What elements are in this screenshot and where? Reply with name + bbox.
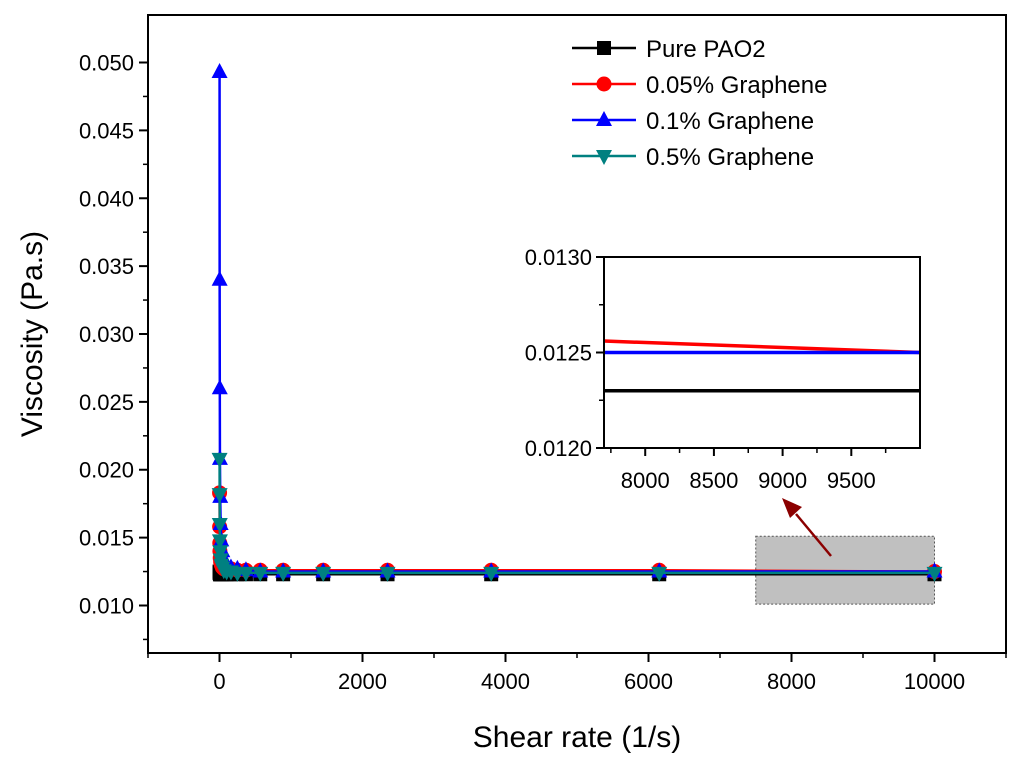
main-axes-group: 0 2000 4000 6000 8000 10000 0.010 0.015 0.020 0.0… bbox=[79, 51, 1007, 694]
inset-x-tick-label: 8000 bbox=[621, 468, 670, 493]
legend: Pure PAO2 0.05% Graphene 0.1% Graphene 0.5%… bbox=[572, 36, 827, 171]
data-point bbox=[212, 545, 229, 561]
data-point bbox=[211, 488, 228, 504]
legend-label: 0.1% Graphene bbox=[646, 108, 814, 135]
plot-frame bbox=[147, 14, 1007, 654]
y-tick-label: 0.015 bbox=[79, 526, 134, 551]
x-tick-label: 0 bbox=[213, 669, 225, 694]
data-point bbox=[211, 379, 228, 395]
data-point bbox=[926, 566, 943, 582]
legend-marker bbox=[597, 41, 611, 55]
series-group bbox=[211, 63, 943, 582]
inset-series-line-1 bbox=[603, 339, 921, 355]
x-tick-label: 2000 bbox=[338, 669, 387, 694]
inset-y-tick-label: 0.0125 bbox=[525, 341, 592, 366]
zoom-arrow-group bbox=[782, 498, 832, 557]
legend-label: 0.5% Graphene bbox=[646, 144, 814, 171]
zoom-arrow-shaft bbox=[795, 513, 832, 557]
y-tick-label: 0.030 bbox=[79, 322, 134, 347]
data-point bbox=[379, 566, 396, 582]
legend-marker bbox=[596, 111, 612, 126]
y-tick-label: 0.040 bbox=[79, 186, 134, 211]
data-point bbox=[315, 566, 332, 582]
data-point bbox=[211, 452, 228, 468]
inset-x-tick-label: 8500 bbox=[689, 468, 738, 493]
y-tick-label: 0.050 bbox=[79, 51, 134, 76]
x-tick-label: 6000 bbox=[624, 669, 673, 694]
data-point bbox=[275, 566, 292, 582]
y-tick-label: 0.025 bbox=[79, 390, 134, 415]
inset-y-tick-label: 0.0130 bbox=[525, 245, 592, 270]
inset-y-tick-label: 0.0120 bbox=[525, 436, 592, 461]
data-point bbox=[211, 270, 228, 286]
zoom-arrow-head bbox=[782, 498, 802, 518]
legend-marker bbox=[596, 76, 612, 92]
legend-marker bbox=[596, 150, 612, 165]
x-axis-title: Shear rate (1/s) bbox=[473, 721, 681, 754]
data-point bbox=[211, 534, 228, 550]
inset-chart: 8000 8500 9000 9500 0.0120 0.0125 0.0130 bbox=[525, 245, 921, 493]
y-tick-label: 0.020 bbox=[79, 458, 134, 483]
x-tick-label: 4000 bbox=[481, 669, 530, 694]
data-point bbox=[483, 566, 500, 582]
inset-x-tick-label: 9000 bbox=[758, 468, 807, 493]
y-tick-label: 0.045 bbox=[79, 118, 134, 143]
data-point bbox=[651, 566, 668, 582]
y-tick-label: 0.010 bbox=[79, 593, 134, 618]
data-point bbox=[211, 518, 228, 534]
x-tick-label: 8000 bbox=[767, 669, 816, 694]
y-tick-label: 0.035 bbox=[79, 254, 134, 279]
data-point bbox=[211, 63, 228, 79]
data-point bbox=[252, 566, 269, 582]
inset-x-tick-label: 9500 bbox=[827, 468, 876, 493]
data-point bbox=[237, 566, 254, 582]
x-tick-label: 10000 bbox=[904, 669, 965, 694]
y-axis-title: Viscosity (Pa.s) bbox=[16, 231, 49, 437]
legend-label: Pure PAO2 bbox=[646, 36, 766, 63]
legend-label: 0.05% Graphene bbox=[646, 72, 827, 99]
